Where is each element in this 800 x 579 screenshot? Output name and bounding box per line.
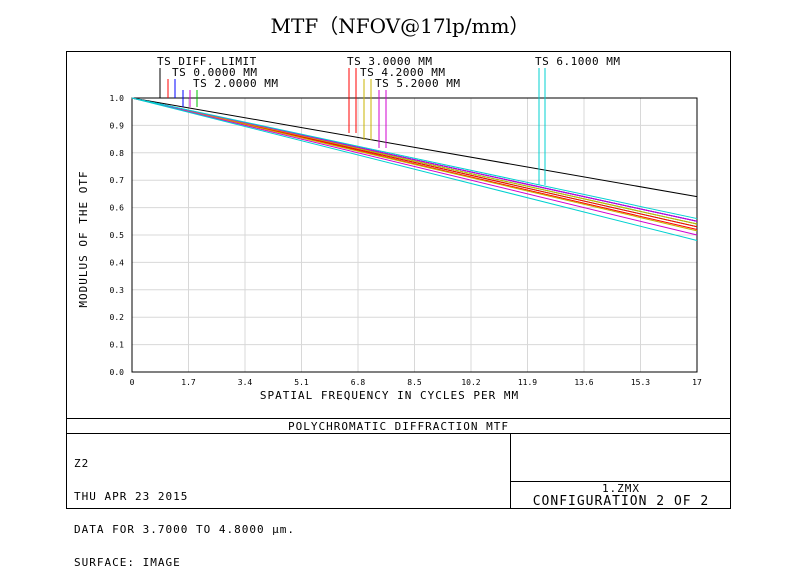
y-axis-label: MODULUS OF THE OTF xyxy=(77,170,90,307)
y-tick-label: 0.6 xyxy=(110,204,125,213)
x-tick-label: 8.5 xyxy=(407,378,422,387)
file-name: 1.ZMX xyxy=(601,482,641,495)
y-tick-label: 0.4 xyxy=(110,258,125,267)
info-line-wavelength: DATA FOR 3.7000 TO 4.8000 μm. xyxy=(74,523,296,536)
y-tick-label: 0.3 xyxy=(110,286,125,295)
info-line-surface: SURFACE: IMAGE xyxy=(74,556,181,569)
legend-label: TS 0.0000 MM xyxy=(172,66,257,79)
series-line xyxy=(131,97,698,232)
y-tick-label: 0.2 xyxy=(110,313,125,322)
x-tick-label: 11.9 xyxy=(518,378,537,387)
chart-title: MTF（NFOV@17lp/mm） xyxy=(270,14,530,38)
x-tick-label: 10.2 xyxy=(461,378,480,387)
legend-label: TS 6.1000 MM xyxy=(535,55,620,68)
mtf-chart: 0 1.7 3.4 5.1 6.8 8.5 10.2 11.9 13.6 15.3 17 0.0 0.1… xyxy=(77,55,702,402)
y-tick-label: 0.9 xyxy=(110,121,125,130)
info-block: Z2 THU APR 23 2015 DATA FOR 3.7000 TO 4.… xyxy=(74,436,295,579)
x-tick-label: 17 xyxy=(692,378,702,387)
config-box: 1.ZMX CONFIGURATION 2 OF 2 xyxy=(510,434,731,509)
legend-label: TS 2.0000 MM xyxy=(193,77,278,90)
x-tick-label: 13.6 xyxy=(574,378,593,387)
info-line-date: THU APR 23 2015 xyxy=(74,490,189,503)
y-tick-label: 0.1 xyxy=(110,341,125,350)
series-line xyxy=(131,97,698,236)
y-tick-label: 0.8 xyxy=(110,149,125,158)
y-tick-label: 1.0 xyxy=(110,94,125,103)
config-divider xyxy=(511,481,731,482)
series-line xyxy=(131,97,698,220)
x-tick-label: 15.3 xyxy=(631,378,650,387)
legend-label: TS DIFF. LIMIT xyxy=(157,55,257,68)
series-line xyxy=(131,97,698,241)
x-tick-label: 5.1 xyxy=(294,378,309,387)
y-tick-label: 0.0 xyxy=(110,368,125,377)
x-axis-label: SPATIAL FREQUENCY IN CYCLES PER MM xyxy=(260,389,519,402)
series-line xyxy=(131,97,698,198)
y-tick-label: 0.7 xyxy=(110,176,125,185)
legend-label: TS 4.2000 MM xyxy=(360,66,445,79)
plot-frame xyxy=(66,51,731,509)
x-tick-label: 6.8 xyxy=(351,378,366,387)
configuration-label: CONFIGURATION 2 OF 2 xyxy=(532,494,710,509)
x-tick-label: 3.4 xyxy=(238,378,253,387)
legend-label: TS 5.2000 MM xyxy=(375,77,460,90)
x-tick-label: 1.7 xyxy=(181,378,196,387)
y-tick-label: 0.5 xyxy=(110,231,125,240)
legend-label: TS 3.0000 MM xyxy=(347,55,432,68)
x-tick-label: 0 xyxy=(130,378,135,387)
info-line-lens: Z2 xyxy=(74,457,90,470)
footer-title: POLYCHROMATIC DIFFRACTION MTF xyxy=(66,418,731,434)
